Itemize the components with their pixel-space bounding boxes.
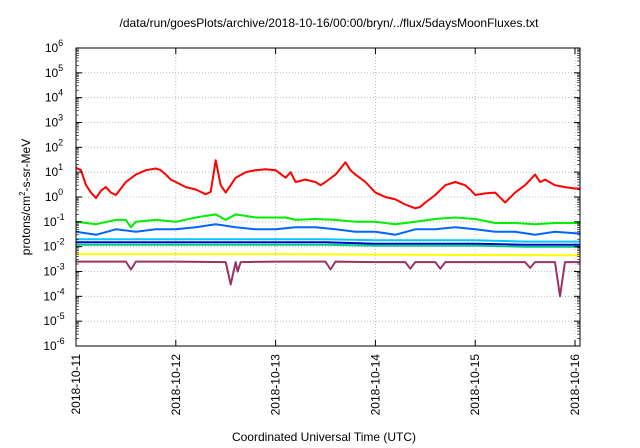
y-tick-base: 10 [45,190,59,204]
y-tick-base: 10 [43,339,57,353]
y-tick-base: 10 [43,240,57,254]
y-tick-base: 10 [45,91,59,105]
y-tick-base: 10 [45,41,59,55]
y-tick-exponent: 1 [58,162,63,172]
series-line-5 [76,243,580,248]
x-tick-label: 2018-10-13 [269,354,283,416]
grid-lines [76,48,580,346]
y-tick-label: 10-1 [43,212,64,229]
y-tick-exponent: 3 [58,113,63,123]
series-line-3 [76,238,580,243]
y-tick-exponent: -2 [57,237,65,247]
series-line-0 [75,159,580,210]
x-axis-ticks: 2018-10-11 2018-10-12 2018-10-13 2018-10-14… [69,48,582,415]
x-tick-label: 2018-10-11 [69,354,83,415]
y-tick-exponent: -5 [57,311,65,321]
y-axis-label-sup: 2 [18,191,27,196]
y-axis-label-rest: -s-sr-MeV [19,139,33,192]
y-tick-label: 10-6 [43,336,64,353]
y-tick-base: 10 [45,66,59,80]
y-axis-label: protons/cm2-s-sr-MeV [18,139,33,255]
y-tick-base: 10 [43,289,57,303]
y-tick-exponent: 6 [58,38,63,48]
y-tick-base: 10 [43,215,57,229]
y-axis-ticks: 10-610-510-410-310-210-11001011021031041… [43,38,580,353]
series-line-7 [76,260,580,298]
series-line-2 [75,223,580,236]
y-tick-exponent: 0 [58,187,63,197]
y-tick-exponent: -3 [57,262,65,272]
x-tick-label: 2018-10-16 [568,354,582,416]
x-tick-label: 2018-10-12 [169,354,183,416]
x-tick-label: 2018-10-15 [468,354,482,416]
y-tick-base: 10 [45,116,59,130]
y-tick-exponent: -6 [57,336,65,346]
y-tick-label: 104 [45,88,63,105]
y-tick-exponent: 2 [58,137,63,147]
series-line-4 [76,241,580,246]
y-tick-label: 10-4 [43,286,64,303]
y-tick-label: 105 [45,63,63,80]
y-tick-label: 10-3 [43,262,64,279]
y-tick-exponent: 5 [58,63,63,73]
y-tick-label: 102 [45,137,63,154]
y-tick-label: 106 [45,38,63,55]
x-tick-label: 2018-10-14 [368,354,382,416]
chart-title: /data/run/goesPlots/archive/2018-10-16/0… [120,16,540,30]
y-tick-base: 10 [45,140,59,154]
y-tick-exponent: 4 [58,88,63,98]
series-line-1 [75,213,580,229]
y-tick-exponent: -4 [57,286,65,296]
series-group [75,159,580,298]
y-tick-label: 103 [45,113,63,130]
y-tick-exponent: -1 [57,212,65,222]
y-tick-label: 100 [45,187,63,204]
y-tick-label: 10-5 [43,311,64,328]
y-tick-base: 10 [45,165,59,179]
y-tick-base: 10 [43,314,57,328]
y-axis-label-main: protons/cm [19,196,33,255]
y-tick-label: 10-2 [43,237,64,254]
x-axis-label: Coordinated Universal Time (UTC) [232,430,416,444]
y-tick-base: 10 [43,265,57,279]
y-tick-label: 101 [45,162,63,179]
series-line-6 [76,253,580,257]
